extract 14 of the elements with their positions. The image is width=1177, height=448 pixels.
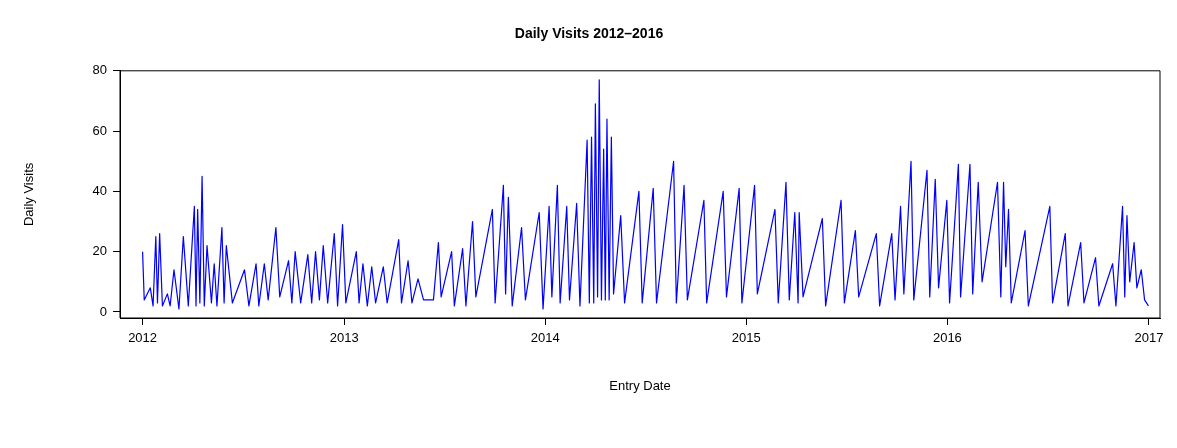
y-tick-label: 80	[92, 62, 107, 78]
x-tick-label: 2015	[731, 330, 761, 346]
x-axis-title: Entry Date	[609, 377, 671, 393]
x-tick-label: 2013	[329, 330, 359, 346]
y-axis-title: Daily Visits	[21, 162, 37, 227]
x-tick-label: 2014	[530, 330, 560, 346]
x-tick-label: 2017	[1134, 330, 1164, 346]
chart-title: Daily Visits 2012–2016	[514, 25, 664, 42]
x-tick-label: 2016	[932, 330, 962, 346]
y-tick-label: 60	[92, 122, 107, 138]
x-tick-label: 2012	[128, 330, 158, 346]
y-tick-label: 20	[92, 243, 107, 259]
y-tick-label: 0	[99, 303, 107, 319]
y-tick-label: 40	[92, 182, 107, 198]
